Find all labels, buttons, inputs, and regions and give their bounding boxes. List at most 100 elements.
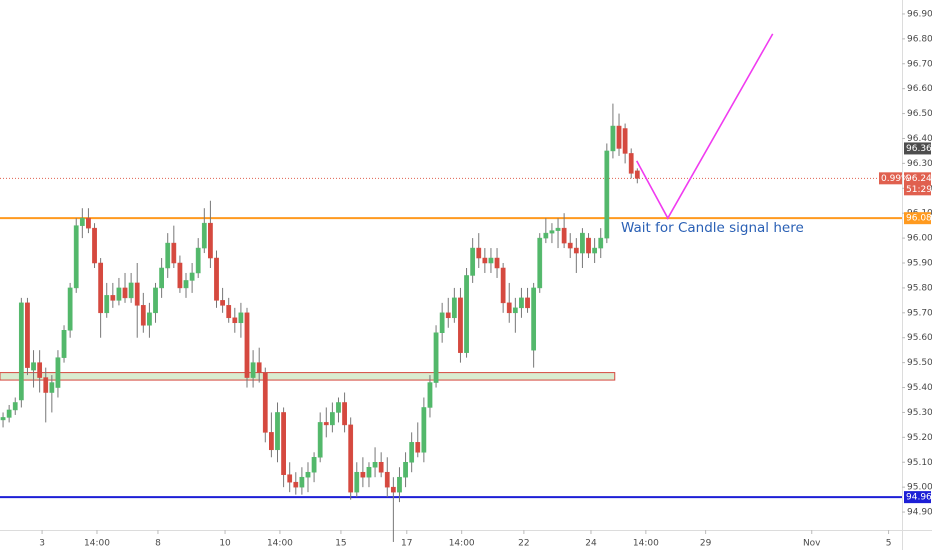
candle-body	[153, 287, 158, 314]
candle-body	[262, 372, 268, 433]
x-tick-label: 14:00	[84, 539, 110, 549]
x-tick-label: 5	[886, 539, 892, 549]
candle-body	[110, 295, 116, 301]
candle-body	[275, 412, 280, 451]
level-tag-label: 96.24	[906, 174, 932, 184]
candle-body	[470, 247, 476, 276]
x-tick-label: 10	[219, 539, 231, 549]
candle-body	[208, 222, 213, 259]
candle-body	[464, 275, 469, 353]
y-tick-label: 95.90	[907, 259, 932, 269]
candle-body	[342, 402, 347, 426]
candle-body	[433, 332, 439, 383]
candle-body	[525, 297, 530, 309]
candle-body	[586, 237, 591, 254]
candle-body	[573, 247, 579, 254]
candle-body	[512, 307, 518, 314]
candle-body	[616, 125, 622, 149]
candle-body	[378, 462, 384, 473]
candle-body	[384, 471, 390, 488]
x-tick-label: 17	[401, 539, 412, 549]
candle-body	[37, 362, 43, 378]
candle-body	[329, 412, 335, 426]
candle-body	[482, 257, 488, 264]
x-tick-label: 8	[155, 539, 161, 549]
y-tick-label: 96.30	[907, 159, 932, 169]
candle-body	[43, 377, 49, 393]
y-tick-label: 95.80	[907, 283, 932, 293]
y-tick-label: 96.50	[907, 109, 932, 119]
y-tick-label: 94.90	[907, 508, 932, 518]
x-tick-label: 22	[518, 539, 529, 549]
candle-body	[195, 247, 201, 274]
y-tick-label: 95.50	[907, 358, 932, 368]
candle-body	[201, 222, 207, 249]
level-tag-label: 96.08	[906, 214, 932, 224]
x-tick-label: 29	[700, 539, 712, 549]
candle-body	[299, 476, 305, 488]
candle-body	[116, 287, 122, 301]
candle-body	[305, 471, 311, 478]
candle-body	[451, 297, 457, 319]
candle-body	[598, 237, 604, 249]
candle-body	[415, 442, 421, 453]
candle-body	[122, 287, 128, 299]
y-tick-label: 95.60	[907, 333, 932, 343]
candle-body	[323, 422, 329, 426]
candle-body	[592, 247, 598, 254]
candle-body	[165, 242, 171, 269]
candle-body	[366, 466, 372, 478]
zone	[0, 372, 616, 381]
candle-body	[55, 357, 61, 388]
candle-body	[214, 257, 219, 301]
candle-body	[354, 471, 360, 493]
candle-body	[25, 302, 30, 368]
candle-body	[610, 125, 616, 152]
y-tick-label: 95.40	[907, 383, 932, 393]
candle-body	[543, 232, 549, 239]
candle-body	[567, 242, 573, 249]
candle-body	[159, 267, 165, 289]
candle-body	[287, 474, 293, 483]
candle-body	[6, 409, 12, 418]
candle-body	[537, 237, 543, 289]
candle-body	[61, 330, 67, 358]
candle-body	[0, 417, 6, 421]
x-tick-label: 3	[39, 539, 45, 549]
candle-body	[458, 297, 463, 353]
candle-body	[519, 297, 524, 309]
y-tick-label: 96.80	[907, 34, 932, 44]
candle-body	[531, 287, 537, 351]
candle-body	[79, 217, 85, 226]
x-tick-label: 15	[335, 539, 346, 549]
candle-body	[494, 257, 500, 269]
candle-body	[232, 317, 238, 324]
x-tick-label: 24	[585, 539, 597, 549]
candle-body	[604, 150, 610, 239]
candle-body	[317, 422, 323, 458]
y-tick-label: 96.40	[907, 134, 932, 144]
candle-body	[128, 282, 134, 299]
candle-body	[281, 412, 286, 475]
candle-body	[561, 227, 567, 244]
candle-body	[421, 407, 427, 453]
x-tick-label: Nov	[803, 539, 821, 549]
change-tag-label: 0.99%	[881, 174, 910, 184]
candle-body	[269, 432, 274, 451]
candle-body	[549, 230, 555, 234]
candle-body	[397, 476, 402, 493]
candle-body	[622, 128, 628, 154]
candle-body	[92, 227, 97, 264]
countdown-label: 51:29	[906, 185, 932, 195]
candle-body	[177, 262, 183, 289]
candle-body	[409, 442, 415, 463]
y-tick-label: 95.30	[907, 408, 932, 418]
candle-body	[189, 272, 195, 281]
candle-body	[506, 302, 512, 314]
candle-body	[238, 312, 244, 324]
candle-body	[360, 471, 366, 478]
candle-body	[134, 282, 140, 306]
candle-body	[628, 153, 634, 174]
candle-body	[147, 312, 152, 326]
